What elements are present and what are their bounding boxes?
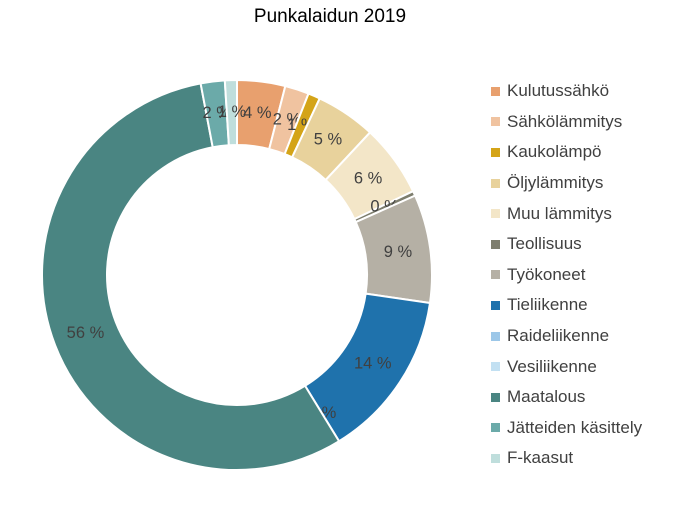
data-label-muu-lämmitys: 6 % bbox=[354, 169, 383, 187]
legend-label: Muu lämmitys bbox=[507, 203, 612, 223]
legend-swatch bbox=[491, 453, 500, 463]
data-label-työkoneet: 9 % bbox=[384, 243, 413, 261]
legend: Kulutussähkö Sähkölämmitys Kaukolämpö Öljyl… bbox=[491, 76, 642, 474]
data-label-öljylämmitys: 5 % bbox=[314, 131, 343, 149]
legend-item-muu-lämmitys: Muu lämmitys bbox=[491, 198, 642, 229]
legend-swatch bbox=[491, 86, 500, 96]
legend-swatch bbox=[491, 270, 500, 280]
legend-swatch bbox=[491, 117, 500, 127]
data-label-sähkölämmitys: 2 % bbox=[273, 111, 302, 129]
legend-item-vesiliikenne: Vesiliikenne bbox=[491, 351, 642, 382]
legend-item-öljylämmitys: Öljylämmitys bbox=[491, 168, 642, 199]
data-label-tieliikenne: 14 % bbox=[354, 355, 392, 373]
legend-swatch bbox=[491, 300, 500, 310]
legend-label: Maatalous bbox=[507, 387, 586, 407]
legend-swatch bbox=[491, 331, 500, 341]
legend-label: Tieliikenne bbox=[507, 295, 588, 315]
legend-item-tieliikenne: Tieliikenne bbox=[491, 290, 642, 321]
legend-item-raideliikenne: Raideliikenne bbox=[491, 321, 642, 352]
legend-swatch bbox=[491, 392, 500, 402]
legend-item-sähkölämmitys: Sähkölämmitys bbox=[491, 107, 642, 138]
legend-swatch bbox=[491, 362, 500, 372]
legend-label: Työkoneet bbox=[507, 264, 586, 284]
data-label-f-kaasut: 1 % bbox=[218, 103, 247, 121]
legend-label: F-kaasut bbox=[507, 448, 574, 468]
legend-label: Raideliikenne bbox=[507, 326, 610, 346]
legend-label: Kulutussähkö bbox=[507, 81, 610, 101]
slice-f-kaasut bbox=[223, 78, 238, 147]
legend-label: Vesiliikenne bbox=[507, 356, 597, 376]
legend-swatch bbox=[491, 178, 500, 188]
legend-label: Teollisuus bbox=[507, 234, 582, 254]
slice-maatalous bbox=[41, 82, 341, 471]
legend-item-kaukolämpö: Kaukolämpö bbox=[491, 137, 642, 168]
legend-item-kulutussähkö: Kulutussähkö bbox=[491, 76, 642, 107]
legend-item-jätteiden-käsittely: Jätteiden käsittely bbox=[491, 413, 642, 444]
data-label-maatalous: 56 % bbox=[67, 324, 105, 342]
legend-label: Kaukolämpö bbox=[507, 142, 602, 162]
legend-swatch bbox=[491, 147, 500, 157]
legend-item-maatalous: Maatalous bbox=[491, 382, 642, 413]
legend-label: Sähkölämmitys bbox=[507, 111, 623, 131]
legend-item-f-kaasut: F-kaasut bbox=[491, 443, 642, 474]
legend-swatch bbox=[491, 239, 500, 249]
legend-item-työkoneet: Työkoneet bbox=[491, 260, 642, 291]
legend-label: Öljylämmitys bbox=[507, 173, 604, 193]
chart-title: Punkalaidun 2019 bbox=[253, 6, 407, 27]
legend-swatch bbox=[491, 209, 500, 219]
legend-item-teollisuus: Teollisuus bbox=[491, 229, 642, 260]
legend-label: Jätteiden käsittely bbox=[507, 417, 643, 437]
legend-swatch bbox=[491, 423, 500, 433]
data-label-jätteiden-käsittely: 2 % bbox=[202, 104, 231, 122]
data-label-kulutussähkö: 4 % bbox=[243, 104, 272, 122]
